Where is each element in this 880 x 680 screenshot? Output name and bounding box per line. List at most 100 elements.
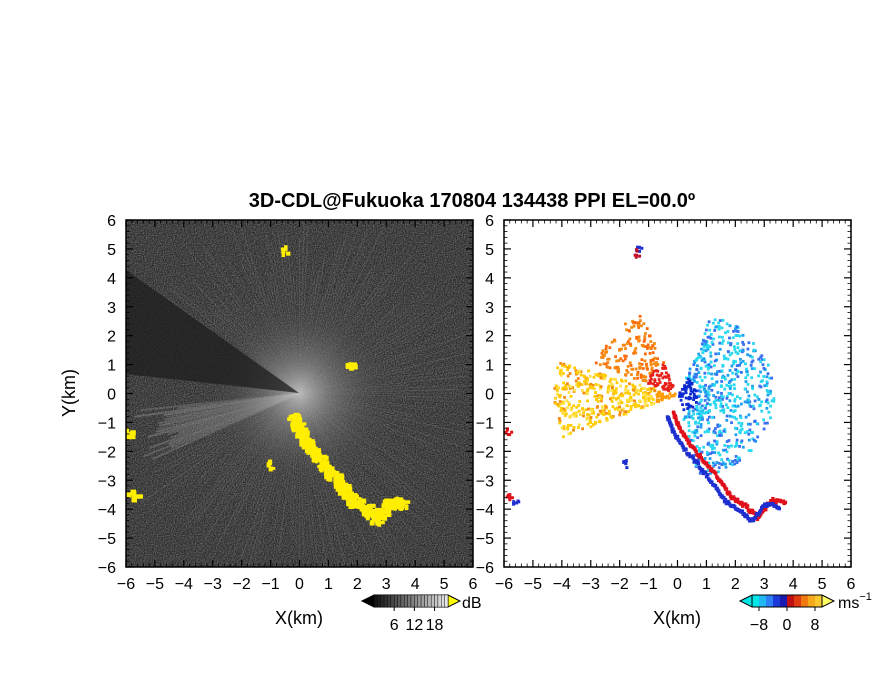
velocity-pixel <box>709 351 713 355</box>
velocity-pixel <box>706 418 710 422</box>
velocity-pixel <box>725 440 729 443</box>
velocity-pixel <box>561 386 565 390</box>
echo-pixel <box>306 431 310 437</box>
velocity-pixel <box>599 387 602 391</box>
velocity-pixel <box>696 461 701 466</box>
velocity-colorbar-segment <box>773 595 780 607</box>
velocity-pixel <box>695 408 699 412</box>
velocity-pixel <box>573 366 577 370</box>
velocity-pixel <box>756 513 761 517</box>
echo-pixel <box>130 490 135 494</box>
velocity-pixel <box>663 387 666 391</box>
velocity-pixel <box>716 391 720 394</box>
velocity-pixel <box>708 345 712 349</box>
velocity-pixel <box>703 470 708 475</box>
velocity-pixel <box>708 402 712 406</box>
velocity-pixel <box>629 344 633 347</box>
velocity-pixel <box>694 375 698 379</box>
velocity-pixel <box>625 342 629 345</box>
velocity-pixel <box>608 412 612 416</box>
velocity-pixel <box>585 417 589 421</box>
velocity-pixel <box>660 398 664 402</box>
velocity-pixel <box>746 347 750 351</box>
velocity-pixel <box>720 380 724 383</box>
velocity-pixel <box>688 371 692 375</box>
velocity-pixel <box>610 396 614 400</box>
velocity-pixel <box>555 389 559 392</box>
velocity-pixel <box>605 419 609 422</box>
echo-pixel <box>131 497 137 503</box>
velocity-pixel <box>723 387 727 391</box>
echo-pixel <box>385 500 389 505</box>
velocity-pixel <box>638 366 642 370</box>
velocity-pixel <box>719 409 723 413</box>
velocity-pixel <box>710 480 714 484</box>
velocity-pixel <box>678 426 682 430</box>
velocity-pixel <box>730 378 734 382</box>
velocity-pixel <box>623 357 627 361</box>
velocity-pixel <box>615 381 619 385</box>
velocity-pixel <box>725 450 729 454</box>
velocity-pixel <box>642 392 646 396</box>
velocity-pixel <box>710 388 714 392</box>
velocity-pixel <box>598 372 602 376</box>
velocity-pixel <box>700 359 704 362</box>
velocity-pixel <box>613 339 617 343</box>
velocity-pixel <box>574 372 578 376</box>
velocity-pixel <box>586 422 590 426</box>
velocity-pixel <box>708 415 711 419</box>
echo-pixel <box>310 440 314 444</box>
db-colorbar-stripe <box>434 594 439 608</box>
velocity-pixel <box>506 432 510 436</box>
velocity-pixel <box>664 371 668 375</box>
right-ytick-label: −2 <box>476 444 494 461</box>
velocity-pixel <box>692 378 696 381</box>
velocity-pixel <box>706 323 709 327</box>
echo-pixel <box>405 504 409 511</box>
velocity-pixel <box>648 372 652 375</box>
velocity-pixel <box>608 346 612 350</box>
velocity-pixel <box>703 387 706 391</box>
velocity-colorbar-segment <box>801 595 808 607</box>
velocity-pixel <box>702 348 706 352</box>
velocity-pixel <box>663 395 667 399</box>
velocity-pixel <box>650 387 653 391</box>
velocity-pixel <box>609 397 612 401</box>
velocity-pixel <box>607 409 611 413</box>
velocity-pixel <box>682 432 687 436</box>
velocity-pixel <box>594 383 598 386</box>
velocity-pixel <box>626 364 630 368</box>
velocity-pixel <box>736 342 740 345</box>
velocity-pixel <box>713 446 716 450</box>
velocity-pixel <box>736 352 740 356</box>
right-ytick-label: 5 <box>485 242 494 259</box>
velocity-pixel <box>618 410 622 414</box>
right-xtick-label: 2 <box>731 576 740 593</box>
velocity-pixel <box>720 369 724 373</box>
echo-pixel <box>311 456 317 463</box>
velocity-pixel <box>707 366 711 369</box>
velocity-pixel <box>597 383 601 387</box>
velocity-pixel <box>720 394 723 398</box>
velocity-pixel <box>740 402 743 406</box>
velocity-pixel <box>640 246 644 250</box>
velocity-pixel <box>722 411 726 414</box>
velocity-pixel <box>706 390 710 394</box>
velocity-pixel <box>739 428 743 432</box>
velocity-pixel <box>636 245 640 249</box>
velocity-pixel <box>639 389 643 393</box>
velocity-pixel <box>699 423 703 426</box>
velocity-pixel <box>733 444 737 448</box>
velocity-pixel <box>617 367 621 371</box>
velocity-pixel <box>734 499 739 504</box>
velocity-pixel <box>692 363 696 367</box>
velocity-pixel <box>563 414 567 417</box>
velocity-pixel <box>650 395 654 398</box>
velocity-pixel <box>720 458 724 461</box>
velocity-pixel <box>577 409 581 413</box>
left-xtick-label: 3 <box>382 576 391 593</box>
velocity-pixel <box>566 406 570 409</box>
velocity-pixel <box>728 324 732 328</box>
velocity-pixel <box>716 423 720 427</box>
velocity-pixel <box>567 384 571 388</box>
